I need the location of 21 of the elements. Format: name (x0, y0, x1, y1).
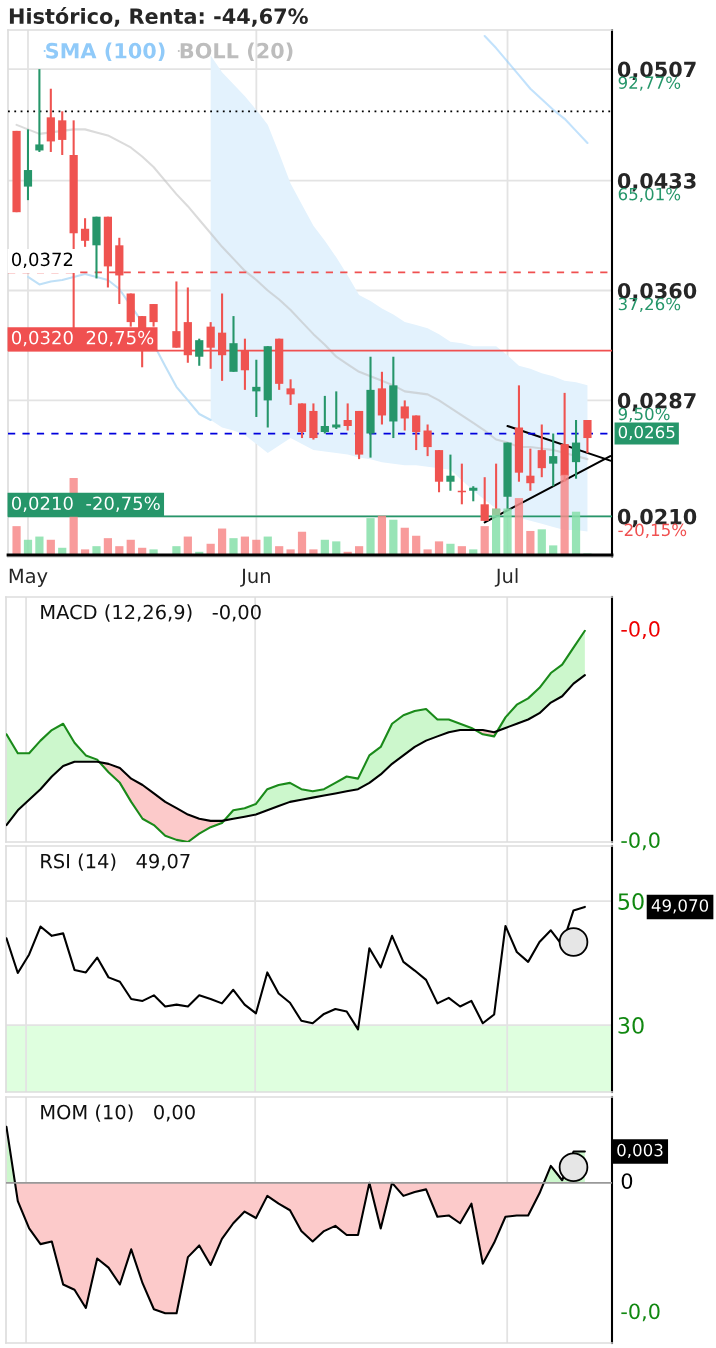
x-tick-label: Jun (240, 568, 270, 587)
text: 0 (621, 1173, 633, 1189)
ref-line-label: 0,0320 20,75% (11, 330, 154, 347)
text: -0,0 (621, 832, 660, 851)
chart-title: RSI (14) 49,07 (41, 853, 190, 871)
ref-line-label: 0,0210 -20,75% (11, 496, 160, 512)
legend-label: SMA (100) (46, 42, 165, 62)
text: 49,070 (651, 899, 709, 914)
text: -0,0 (621, 621, 660, 639)
ref-line-label: 0,0265 (618, 425, 675, 441)
x-tick-label: Jul (494, 568, 518, 587)
chart-title: MOM (10) 0,00 (41, 1104, 195, 1122)
text: 0,003 (617, 1143, 663, 1159)
text: -0,0 (621, 1303, 660, 1322)
chart-title: Histórico, Renta: -44,67% (9, 7, 308, 27)
x-tick-label: May (9, 568, 48, 587)
y-tick-label: 50 (618, 893, 644, 910)
chart-title: MACD (12,26,9) -0,00 (41, 604, 261, 622)
ref-line-label: 0,0372 (11, 252, 73, 268)
y-tick-label: 30 (618, 1017, 644, 1034)
legend-label: BOLL (20) (180, 42, 293, 62)
